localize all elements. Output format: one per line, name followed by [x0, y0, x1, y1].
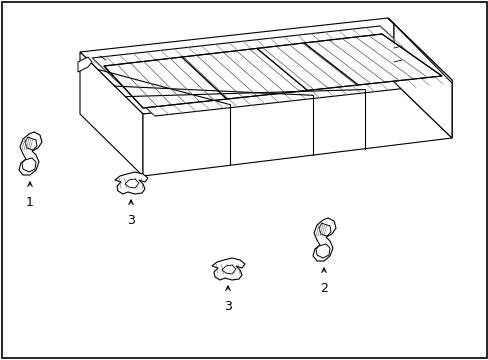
Polygon shape: [212, 258, 244, 280]
Polygon shape: [312, 218, 335, 261]
Polygon shape: [78, 57, 92, 72]
Polygon shape: [80, 18, 451, 114]
Polygon shape: [80, 52, 142, 176]
Polygon shape: [104, 34, 441, 108]
Polygon shape: [92, 26, 443, 116]
Polygon shape: [22, 158, 36, 172]
Text: 1: 1: [26, 196, 34, 209]
Polygon shape: [25, 137, 37, 150]
Polygon shape: [125, 179, 139, 188]
Polygon shape: [115, 172, 148, 194]
Polygon shape: [19, 132, 42, 175]
Polygon shape: [318, 223, 330, 236]
Polygon shape: [387, 18, 451, 138]
Polygon shape: [222, 265, 236, 274]
Polygon shape: [315, 244, 329, 258]
Polygon shape: [393, 24, 451, 138]
Text: 3: 3: [127, 214, 135, 227]
Polygon shape: [92, 26, 443, 116]
Text: 2: 2: [320, 282, 327, 295]
Polygon shape: [142, 80, 451, 176]
Text: 3: 3: [224, 300, 231, 313]
